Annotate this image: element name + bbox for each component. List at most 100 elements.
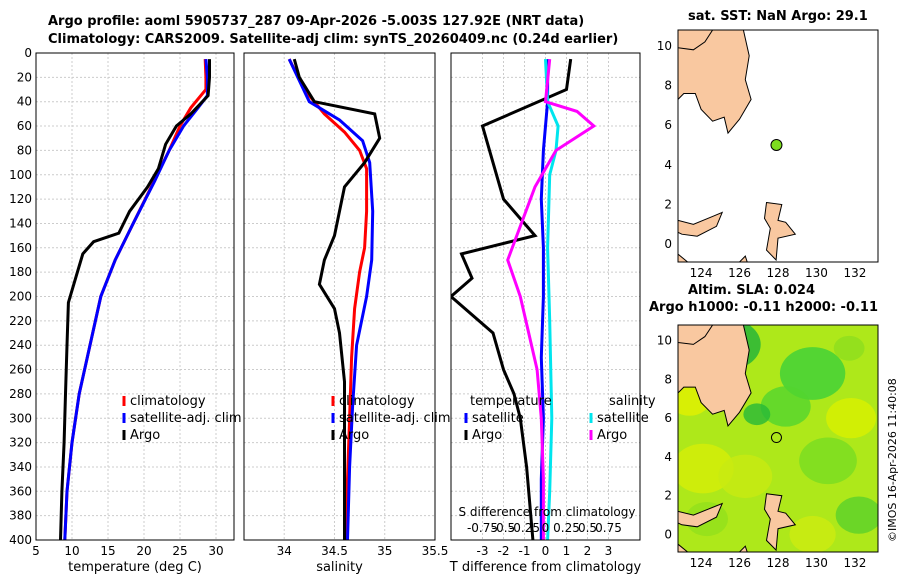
- altim-sla-map-sla-patch: [826, 397, 877, 439]
- depth-tick-label: 0: [24, 46, 32, 60]
- altim-sla-map-argo-marker: [770, 432, 782, 444]
- altim-sla-map-sla-patch: [835, 496, 878, 534]
- altim-sla-map-lon-tick-label: 126: [728, 556, 751, 570]
- salinity-legend-satellite-label: satellite-adj. clim: [339, 411, 451, 426]
- diff-legend-temp-argo-label: Argo: [472, 428, 502, 443]
- salinity-series-satellite-adj-clim: [287, 58, 375, 540]
- altim-sla-map-lon-tick-label: 124: [690, 556, 713, 570]
- altim-sla-map-lat-tick-label: 10: [657, 334, 672, 348]
- temperature-x-tick-label: 10: [64, 544, 79, 558]
- salinity-series-argo: [292, 58, 382, 540]
- altim-sla-map-sla-patch: [718, 454, 773, 499]
- depth-tick-label: 360: [9, 484, 32, 498]
- altim-sla-map-sla-patch: [799, 437, 857, 485]
- difference-x-tick-label: 2: [584, 544, 592, 558]
- salinity-x-tick-label: 35.5: [422, 544, 449, 558]
- figure-title-line2: Climatology: CARS2009. Satellite-adj cli…: [48, 32, 619, 47]
- salinity-x-tick-label: 35: [377, 544, 392, 558]
- temperature-x-tick-label: 20: [136, 544, 151, 558]
- sat-sst-map-argo-marker: [770, 139, 783, 152]
- altim-sla-map-sla-patch: [779, 347, 846, 400]
- altim-sla-map-land: [678, 325, 752, 427]
- difference-x-tick-label: 0: [542, 544, 550, 558]
- depth-tick-label: 160: [9, 241, 32, 255]
- temperature-x-tick-label: 25: [172, 544, 187, 558]
- altim-sla-map-lat-tick-label: 6: [664, 411, 672, 425]
- altim-sla-map-sla-patch: [833, 335, 865, 361]
- sat-sst-map-land: [678, 253, 689, 262]
- altim-sla-map-sla-patch: [789, 515, 836, 552]
- sat-sst-map-lon-tick-label: 124: [690, 266, 713, 280]
- temperature-x-tick-label: 30: [208, 544, 223, 558]
- temperature-legend-argo-label: Argo: [130, 428, 160, 443]
- altim-sla-map-lat-tick-label: 8: [664, 372, 672, 386]
- diff-legend-sal-argo-label: Argo: [597, 428, 627, 443]
- depth-tick-label: 120: [9, 192, 32, 206]
- altim-sla-map-land: [678, 502, 724, 528]
- sla-map-title: Altim. SLA: 0.024: [688, 283, 815, 298]
- altim-sla-map-frame: [677, 324, 879, 553]
- sat-sst-map-lat-tick-label: 10: [657, 39, 672, 53]
- salinity-difference-tick-label: -0.25: [509, 521, 540, 535]
- temperature-x-tick-label: 5: [32, 544, 40, 558]
- sat-sst-map-land: [738, 255, 748, 262]
- altim-sla-map-land: [738, 545, 748, 552]
- depth-tick-label: 400: [9, 533, 32, 547]
- sat-sst-map-lat-tick-label: 2: [664, 197, 672, 211]
- depth-tick-label: 140: [9, 216, 32, 230]
- difference-x-axis-label: T difference from climatology: [449, 560, 642, 575]
- temperature-x-axis-label: temperature (deg C): [68, 560, 202, 575]
- sat-sst-map-land: [678, 30, 714, 51]
- temperature-x-tick-label: 15: [100, 544, 115, 558]
- salinity-difference-tick-label: 0.75: [595, 521, 622, 535]
- sst-map-title: sat. SST: NaN Argo: 29.1: [688, 9, 868, 24]
- salinity-legend-argo-label: Argo: [339, 428, 369, 443]
- sat-sst-map-lat-tick-label: 4: [664, 158, 672, 172]
- temperature-legend-satellite-label: satellite-adj. clim: [130, 411, 242, 426]
- difference-x-tick-label: -2: [498, 544, 510, 558]
- salinity-x-tick-label: 34.5: [321, 544, 348, 558]
- salinity-difference-tick-label: 0: [542, 521, 550, 535]
- difference-axes-frame: [450, 52, 641, 541]
- altim-sla-map-lat-tick-label: 0: [664, 528, 672, 542]
- altim-sla-map-lon-tick-label: 128: [767, 556, 790, 570]
- salinity-difference-axis-label: S difference from climatology: [459, 505, 636, 519]
- difference-x-tick-label: 1: [563, 544, 571, 558]
- depth-tick-label: 220: [9, 314, 32, 328]
- depth-tick-label: 320: [9, 436, 32, 450]
- depth-tick-label: 340: [9, 460, 32, 474]
- salinity-difference-tick-label: -0.5: [492, 521, 515, 535]
- temperature-series-satellite-adj-clim: [63, 58, 209, 540]
- temperature-axes-frame: [35, 52, 235, 541]
- sat-sst-map-lat-tick-label: 6: [664, 118, 672, 132]
- diff-legend-salinity-heading: salinity: [609, 394, 656, 409]
- argo-height-title: Argo h1000: -0.11 h2000: -0.11: [649, 300, 879, 315]
- difference-series-temperature-argo: [451, 58, 573, 540]
- altim-sla-map-lon-tick-label: 130: [805, 556, 828, 570]
- temperature-series-argo: [59, 59, 211, 540]
- salinity-x-tick-label: 34: [277, 544, 292, 558]
- depth-tick-label: 40: [17, 95, 32, 109]
- sat-sst-map-lon-tick-label: 126: [728, 266, 751, 280]
- altim-sla-map-lat-tick-label: 4: [664, 450, 672, 464]
- salinity-difference-tick-label: 0.25: [553, 521, 580, 535]
- sat-sst-map-lat-tick-label: 0: [664, 237, 672, 251]
- diff-legend-temp-satellite-label: satellite: [472, 411, 524, 426]
- altim-sla-map-sla-patch: [743, 403, 771, 426]
- sat-sst-map-land: [678, 211, 724, 237]
- altim-sla-map-lat-tick-label: 2: [664, 489, 672, 503]
- difference-x-tick-label: -1: [519, 544, 531, 558]
- sat-sst-map-lon-tick-label: 132: [843, 266, 866, 280]
- depth-tick-label: 300: [9, 411, 32, 425]
- altim-sla-map-land: [678, 543, 689, 552]
- salinity-difference-tick-label: -0.75: [467, 521, 498, 535]
- sat-sst-map-frame: [677, 29, 879, 263]
- sat-sst-map-land: [678, 30, 752, 135]
- salinity-series-climatology: [287, 58, 369, 540]
- salinity-difference-tick-label: 0.5: [578, 521, 597, 535]
- depth-tick-label: 200: [9, 290, 32, 304]
- sat-sst-map-lon-tick-label: 128: [767, 266, 790, 280]
- depth-tick-label: 180: [9, 265, 32, 279]
